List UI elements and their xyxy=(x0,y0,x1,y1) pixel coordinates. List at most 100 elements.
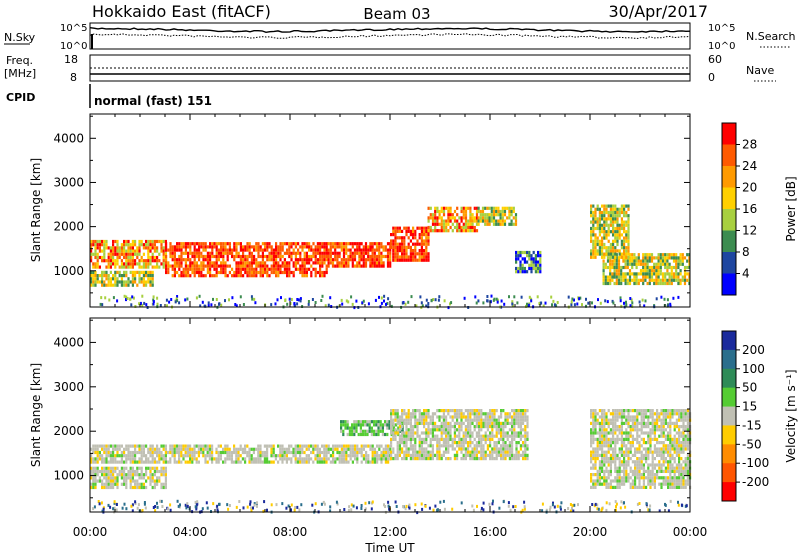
echo-cell xyxy=(647,450,650,454)
echo-cell xyxy=(670,272,673,276)
echo-speckle xyxy=(482,301,485,305)
echo-cell xyxy=(279,450,282,455)
echo-cell xyxy=(673,412,676,416)
nsearch-label: N.Search xyxy=(746,30,796,43)
echo-cell xyxy=(522,415,525,419)
echo-cell xyxy=(489,412,492,416)
echo-cell xyxy=(491,431,494,435)
echo-cell xyxy=(436,457,439,461)
echo-cell xyxy=(667,466,670,470)
echo-cell xyxy=(639,272,643,276)
echo-cell xyxy=(114,283,117,287)
echo-cell xyxy=(524,444,527,448)
echo-cell xyxy=(353,264,357,268)
echo-cell xyxy=(420,255,423,259)
echo-cell xyxy=(90,469,93,474)
echo-cell xyxy=(620,476,623,480)
echo-cell xyxy=(198,267,201,271)
echo-cell xyxy=(671,421,674,425)
echo-speckle xyxy=(666,304,669,308)
echo-cell xyxy=(351,251,354,255)
echo-cell xyxy=(283,258,286,262)
echo-cell xyxy=(370,429,373,433)
echo-cell xyxy=(642,272,645,276)
echo-cell xyxy=(670,253,673,257)
echo-cell xyxy=(362,429,365,433)
echo-cell xyxy=(92,274,95,278)
echo-cell xyxy=(629,431,632,435)
echo-cell xyxy=(149,262,152,266)
echo-cell xyxy=(248,454,251,458)
echo-cell xyxy=(403,453,406,457)
echo-cell xyxy=(467,225,470,230)
echo-cell xyxy=(434,216,437,220)
echo-cell xyxy=(184,460,187,464)
echo-cell xyxy=(625,431,628,435)
echo-cell xyxy=(281,248,284,252)
echo-cell xyxy=(617,275,621,279)
echo-cell xyxy=(323,457,326,461)
echo-cell xyxy=(667,425,670,429)
echo-cell xyxy=(275,274,278,278)
echo-cell xyxy=(156,239,159,244)
echo-cell xyxy=(668,281,671,286)
echo-cell xyxy=(418,453,421,457)
echo-cell xyxy=(299,270,302,275)
echo-cell xyxy=(103,460,106,464)
echo-cell xyxy=(116,283,119,287)
echo-cell xyxy=(688,256,691,260)
echo-cell xyxy=(486,434,489,438)
echo-cell xyxy=(301,261,304,265)
echo-cell xyxy=(458,428,461,432)
echo-cell xyxy=(592,204,595,208)
echo-cell xyxy=(109,280,112,284)
echo-cell xyxy=(92,262,95,266)
echo-cell xyxy=(403,450,406,454)
echo-cell xyxy=(242,254,245,259)
echo-cell xyxy=(112,444,115,448)
echo-cell xyxy=(197,450,200,455)
echo-speckle xyxy=(324,304,327,308)
echo-cell xyxy=(114,265,117,269)
echo-cell xyxy=(206,251,209,255)
echo-cell xyxy=(596,453,599,457)
echo-cell xyxy=(340,264,343,268)
echo-cell xyxy=(167,460,170,464)
echo-cell xyxy=(469,229,472,233)
echo-cell xyxy=(193,450,196,455)
echo-cell xyxy=(235,447,238,451)
echo-cell xyxy=(519,250,522,255)
echo-cell xyxy=(688,265,691,270)
echo-cell xyxy=(631,272,634,276)
echo-cell xyxy=(390,453,393,457)
echo-cell xyxy=(500,415,503,419)
echo-cell xyxy=(598,207,601,211)
echo-cell xyxy=(530,266,533,271)
echo-cell xyxy=(436,209,439,214)
echo-cell xyxy=(396,252,399,256)
echo-cell xyxy=(539,254,542,258)
echo-cell xyxy=(609,473,612,477)
echo-cell xyxy=(649,412,652,416)
echo-cell xyxy=(601,463,604,467)
echo-cell xyxy=(431,216,435,220)
echo-cell xyxy=(613,275,616,279)
echo-cell xyxy=(360,254,363,259)
echo-cell xyxy=(434,412,437,416)
echo-cell xyxy=(259,245,262,249)
echo-cell xyxy=(131,255,134,260)
echo-cell xyxy=(475,431,478,435)
echo-cell xyxy=(125,265,128,269)
echo-cell xyxy=(312,261,315,265)
echo-cell xyxy=(622,272,625,276)
echo-cell xyxy=(237,264,240,268)
echo-cell xyxy=(226,447,229,451)
echo-cell xyxy=(178,248,181,252)
echo-cell xyxy=(453,437,456,441)
echo-cell xyxy=(667,409,670,413)
echo-cell xyxy=(659,259,662,263)
echo-cell xyxy=(373,251,376,255)
echo-cell xyxy=(164,469,167,474)
echo-cell xyxy=(186,454,189,458)
echo-cell xyxy=(290,251,293,255)
